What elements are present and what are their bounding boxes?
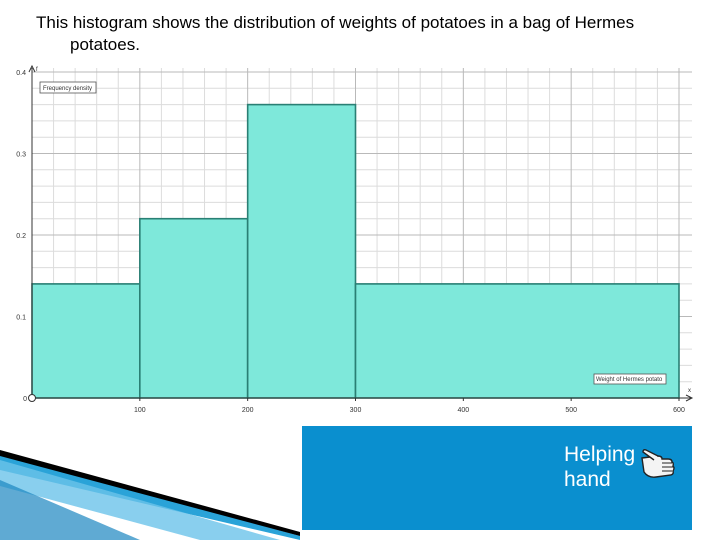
x-axis-label: Weight of Hermes potato xyxy=(596,377,663,383)
y-tick-label: 0.2 xyxy=(16,233,26,240)
pointing-hand-icon xyxy=(641,449,675,478)
xlabel-box xyxy=(593,373,667,385)
decorative-swoosh xyxy=(0,450,300,540)
axes xyxy=(28,64,694,402)
x-axis-arrow xyxy=(685,394,694,402)
x-tick-label: 600 xyxy=(673,407,685,414)
x-tick-label: 100 xyxy=(134,407,146,414)
x-tick-label: 300 xyxy=(350,407,362,414)
y-tick-label: 0.4 xyxy=(16,70,26,77)
helping-hand-label: Helping hand xyxy=(564,442,654,492)
x-axis-letter: x xyxy=(688,388,691,394)
histogram-bar-2 xyxy=(139,217,249,399)
histogram-bars xyxy=(31,103,680,399)
x-tick-label: 500 xyxy=(565,407,577,414)
x-tick-label: 400 xyxy=(457,407,469,414)
y-axis-letter: f xyxy=(36,67,38,73)
histogram-chart: 100 200 300 400 500 600 0.1 0.2 0.3 0.4 0 x f Freque… xyxy=(16,64,694,414)
ylabel-box xyxy=(39,81,97,94)
histogram-bar-3 xyxy=(246,103,357,399)
histogram-bar-1 xyxy=(31,283,141,399)
intro-line-2: potatoes. xyxy=(70,35,140,54)
helping-hand-panel: Helping hand xyxy=(302,426,692,530)
helping-hand-line-2: hand xyxy=(564,468,611,491)
origin-marker xyxy=(28,394,36,402)
y-tick-label: 0.3 xyxy=(16,152,26,159)
helping-hand-line-1: Helping xyxy=(564,443,636,466)
x-tick-label: 200 xyxy=(242,407,254,414)
axis-labels: x f Frequency density Weight of Hermes pota… xyxy=(36,67,691,394)
intro-line-1: This histogram shows the distribution of… xyxy=(36,13,635,32)
tick-labels: 100 200 300 400 500 600 0.1 0.2 0.3 0.4 0 xyxy=(16,70,685,414)
y-axis-label: Frequency density xyxy=(43,86,92,92)
y-axis-arrow xyxy=(28,64,36,73)
y-tick-label: 0.1 xyxy=(16,315,26,322)
origin-label: 0 xyxy=(23,396,27,403)
intro-text: This histogram shows the distribution of… xyxy=(36,12,686,56)
